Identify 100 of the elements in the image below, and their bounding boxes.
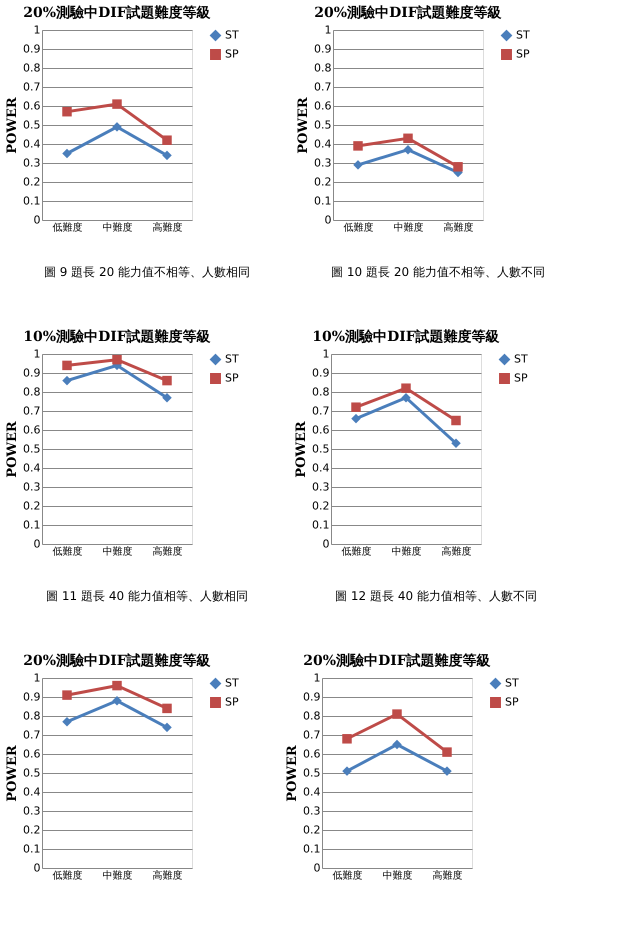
y-tick-label: 0.3 [23, 480, 40, 494]
y-tick-label: 0.4 [23, 138, 40, 150]
point [62, 716, 72, 726]
y-tick-label: 0.5 [314, 118, 332, 132]
x-tick-label: 高難度 [444, 222, 474, 234]
y-tick-label: 0.1 [314, 194, 332, 208]
caption: 圖 11 題長 40 能力值相等、人數相同 [46, 589, 248, 603]
point [112, 99, 122, 109]
point [162, 150, 172, 160]
legend-label: SP [514, 372, 528, 384]
y-tick-label: 0.6 [23, 100, 40, 112]
caption: 圖 12 題長 40 能力值相等、人數不同 [335, 589, 537, 603]
y-tick-label: 0.8 [303, 710, 320, 722]
x-tick-label: 低難度 [332, 870, 362, 882]
y-tick-label: 1 [34, 348, 40, 360]
point [351, 414, 361, 424]
y-tick-label: 0.5 [312, 442, 330, 456]
legend-label: ST [516, 28, 530, 42]
y-tick-label: 0 [314, 862, 320, 874]
point [62, 148, 72, 158]
y-axis-title: POWER [5, 97, 20, 154]
y-tick-label: 0.8 [23, 62, 40, 74]
y-tick-label: 0.7 [303, 728, 320, 742]
caption: 圖 9 題長 20 能力值不相等、人數相同 [44, 265, 250, 279]
point [112, 354, 122, 364]
y-tick-label: 0.2 [23, 824, 40, 836]
y-tick-label: 0.4 [303, 786, 320, 798]
x-tick-label: 高難度 [152, 222, 182, 234]
point [353, 160, 363, 170]
y-tick-label: 1 [314, 672, 320, 684]
y-tick-label: 0.1 [23, 842, 40, 856]
y-tick-label: 0.5 [23, 766, 40, 780]
point [162, 392, 172, 402]
point [342, 766, 352, 776]
y-tick-label: 0.7 [23, 728, 40, 742]
y-tick-label: 0.2 [23, 500, 40, 512]
y-axis-title: POWER [294, 421, 310, 478]
y-tick-label: 0.8 [314, 62, 332, 74]
y-tick-label: 0.8 [23, 710, 40, 722]
y-axis-title: POWER [296, 97, 312, 154]
y-tick-label: 0.4 [314, 138, 332, 150]
y-tick-label: 0.7 [23, 80, 40, 94]
y-axis-title: POWER [5, 745, 20, 802]
point [342, 734, 352, 744]
x-tick-label: 低難度 [342, 546, 372, 558]
y-tick-label: 0 [34, 538, 40, 550]
x-tick-label: 中難度 [394, 222, 424, 234]
x-tick-label: 高難度 [442, 546, 472, 558]
x-tick-label: 低難度 [52, 546, 82, 558]
legend-label: SP [516, 48, 530, 60]
y-tick-label: 0.9 [303, 690, 320, 704]
y-tick-label: 0.3 [23, 804, 40, 818]
legend-label: SP [225, 48, 239, 60]
y-tick-label: 0.7 [23, 404, 40, 418]
y-tick-label: 0 [34, 214, 40, 226]
y-tick-label: 0.4 [23, 462, 40, 474]
y-tick-label: 0.4 [23, 786, 40, 798]
point [392, 709, 402, 719]
point [451, 416, 461, 426]
legend-label: SP [225, 372, 239, 384]
y-tick-label: 0.2 [312, 500, 330, 512]
y-tick-label: 0 [34, 862, 40, 874]
y-tick-label: 0.9 [23, 690, 40, 704]
y-tick-label: 0.8 [23, 386, 40, 398]
point [162, 135, 172, 145]
x-tick-label: 中難度 [102, 546, 132, 558]
x-tick-label: 高難度 [432, 870, 462, 882]
y-tick-label: 0.9 [314, 42, 332, 56]
point [392, 740, 402, 750]
y-tick-label: 0.6 [314, 100, 332, 112]
y-tick-label: 0.7 [314, 80, 332, 94]
x-tick-label: 中難度 [102, 870, 132, 882]
y-tick-label: 0 [324, 214, 332, 226]
point [442, 747, 452, 757]
y-tick-label: 0.1 [23, 518, 40, 532]
y-tick-label: 0.6 [23, 424, 40, 436]
point [442, 766, 452, 776]
x-tick-label: 低難度 [344, 222, 374, 234]
legend-label: ST [225, 28, 239, 42]
x-tick-label: 中難度 [382, 870, 412, 882]
y-tick-label: 1 [34, 24, 40, 36]
x-tick-label: 高難度 [152, 546, 182, 558]
y-axis-title: POWER [285, 745, 300, 802]
y-tick-label: 1 [324, 24, 332, 36]
y-tick-label: 0.1 [23, 194, 40, 208]
y-tick-label: 0.6 [312, 424, 330, 436]
point [403, 134, 413, 144]
legend-label: ST [514, 352, 528, 366]
point [162, 704, 172, 714]
y-tick-label: 0.5 [23, 118, 40, 132]
y-tick-label: 1 [322, 348, 330, 360]
point [453, 162, 463, 172]
chart-title: 20%測驗中DIF試題難度等級 [314, 4, 503, 21]
point [401, 383, 411, 393]
y-tick-label: 0.3 [314, 156, 332, 170]
x-tick-label: 高難度 [152, 870, 182, 882]
y-tick-label: 0.1 [312, 518, 330, 532]
point [112, 680, 122, 690]
legend-label: ST [225, 676, 239, 690]
point [162, 722, 172, 732]
